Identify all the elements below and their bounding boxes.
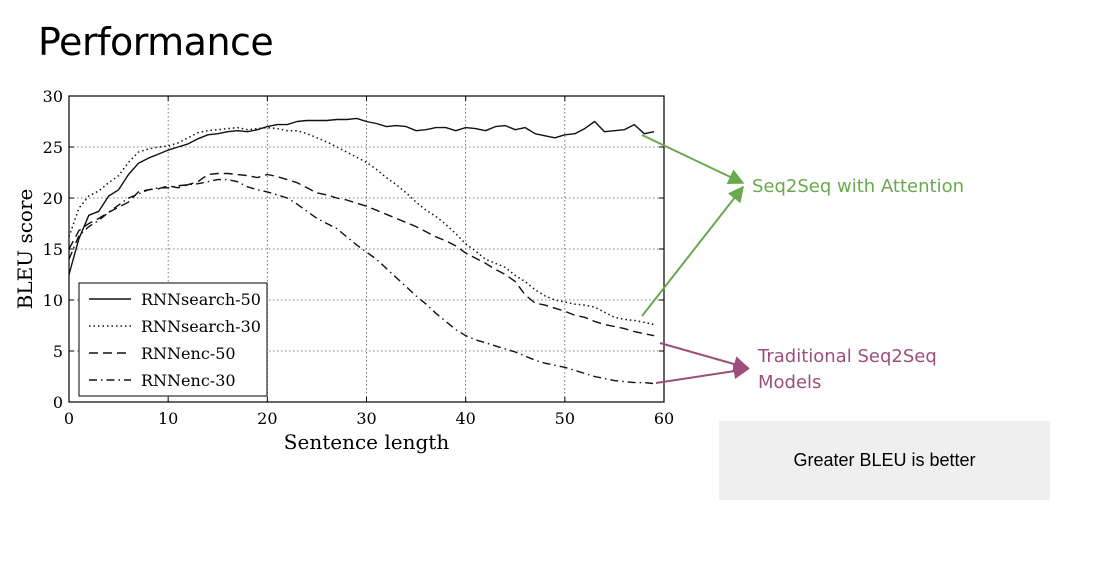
chart-legend: RNNsearch-50 RNNsearch-30 RNNenc-50 RNNenc-…: [78, 282, 268, 397]
x-tick-label: 10: [158, 409, 178, 428]
legend-label: RNNsearch-30: [141, 317, 261, 336]
y-tick-label: 25: [43, 138, 63, 157]
traditional-arrow-lower: [655, 363, 750, 384]
x-tick-label: 0: [64, 409, 74, 428]
x-tick-label: 20: [257, 409, 277, 428]
x-tick-label: 60: [654, 409, 674, 428]
y-tick-label: 20: [43, 189, 63, 208]
chart-series: [68, 117, 655, 385]
note-text: Greater BLEU is better: [793, 450, 976, 470]
traditional-callout: Traditional Seq2Seq Models: [758, 344, 937, 396]
y-tick-label: 5: [53, 342, 63, 361]
x-tick-label: 30: [356, 409, 376, 428]
chart-ticks: 0 10 20 30 40 50 60 0 5 10 15 20 25 30: [43, 87, 675, 428]
series-line-rnnsearch-50: [68, 117, 655, 275]
chart-grid: [69, 96, 664, 402]
legend-label: RNNsearch-50: [141, 290, 261, 309]
attention-arrow-lower: [641, 185, 744, 317]
x-tick-label: 50: [555, 409, 575, 428]
attention-callout: Seq2Seq with Attention: [752, 176, 965, 197]
y-tick-label: 0: [53, 393, 63, 412]
note-box: Greater BLEU is better: [719, 421, 1050, 500]
series-line-rnnsearch-30: [68, 126, 655, 326]
traditional-callout-line2: Models: [758, 372, 822, 393]
y-tick-label: 10: [43, 291, 63, 310]
y-tick-label: 15: [43, 240, 63, 259]
legend-label: RNNenc-30: [141, 371, 236, 390]
traditional-arrow-upper: [659, 342, 750, 372]
y-axis-label: BLEU score: [13, 189, 37, 310]
legend-box: [78, 282, 268, 397]
x-tick-label: 40: [455, 409, 475, 428]
attention-arrow-upper: [641, 134, 745, 185]
slide-title: Performance: [38, 20, 274, 64]
series-line-rnnenc-30: [68, 178, 655, 385]
legend-label: RNNenc-50: [141, 344, 236, 363]
series-line-rnnenc-50: [68, 172, 655, 337]
y-tick-label: 30: [43, 87, 63, 106]
traditional-callout-line1: Traditional Seq2Seq: [758, 346, 937, 367]
x-axis-label: Sentence length: [284, 430, 450, 454]
